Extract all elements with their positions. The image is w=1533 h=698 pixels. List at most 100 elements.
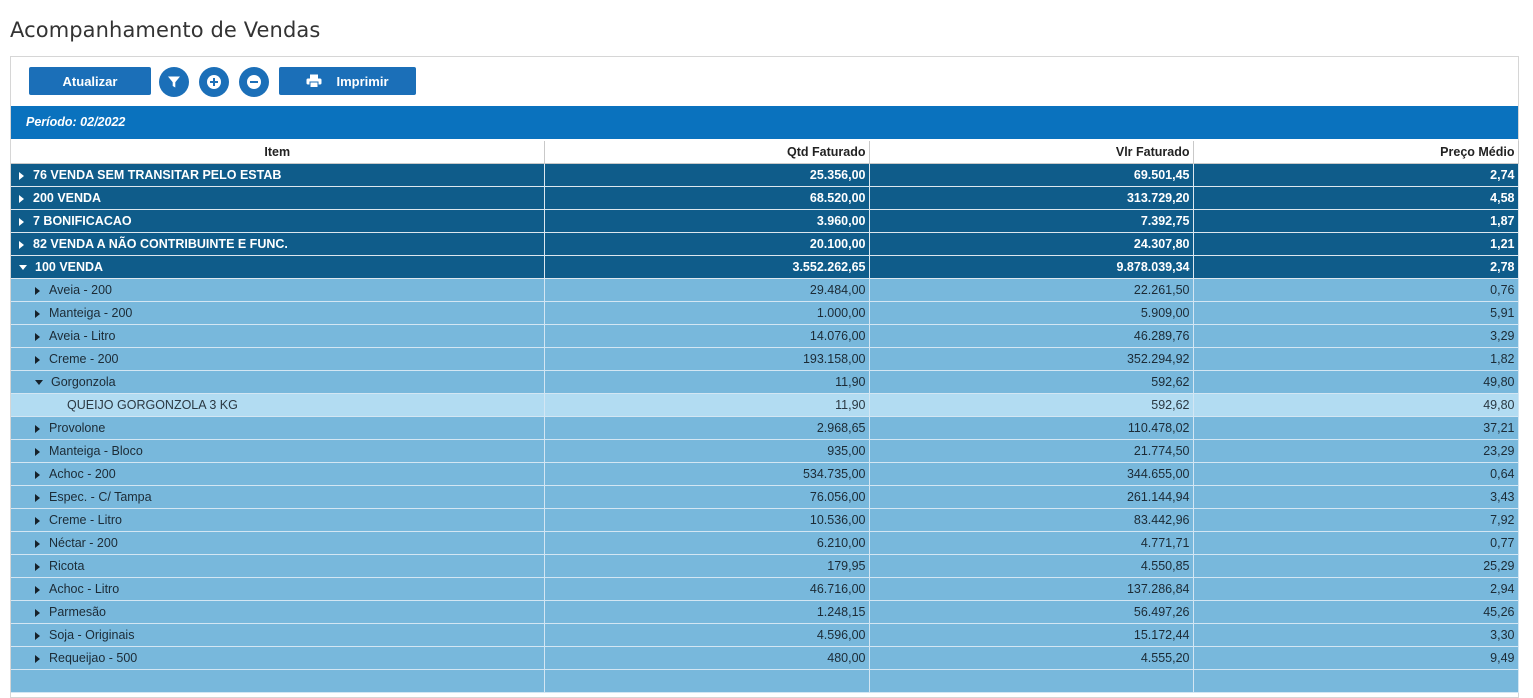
qtd-faturado-cell: 193.158,00: [544, 347, 870, 371]
print-button[interactable]: Imprimir: [279, 67, 416, 95]
preco-medio-cell: 25,29: [1193, 554, 1519, 578]
vlr-faturado-cell: 24.307,80: [869, 232, 1194, 256]
caret-right-icon[interactable]: [35, 516, 40, 525]
caret-right-icon[interactable]: [35, 355, 40, 364]
table-row[interactable]: Aveia - 200 29.484,00 22.261,50 0,76: [11, 278, 1519, 302]
page-title: Acompanhamento de Vendas: [10, 18, 321, 43]
item-label: Ricota: [49, 559, 85, 573]
item-label: 200 VENDA: [33, 191, 102, 205]
caret-right-icon[interactable]: [35, 470, 40, 479]
qtd-faturado-cell: 179,95: [544, 554, 870, 578]
item-cell: Soja - Originais: [11, 623, 545, 647]
vlr-faturado-cell: 110.478,02: [869, 416, 1194, 440]
qtd-faturado-cell: 1.000,00: [544, 301, 870, 325]
table-row[interactable]: Espec. - C/ Tampa 76.056,00 261.144,94 3,43: [11, 485, 1519, 509]
item-cell: [11, 669, 545, 693]
table-row[interactable]: [11, 669, 1519, 693]
preco-medio-cell: 3,29: [1193, 324, 1519, 348]
table-row[interactable]: Manteiga - Bloco 935,00 21.774,50 23,29: [11, 439, 1519, 463]
caret-right-icon[interactable]: [35, 631, 40, 640]
caret-down-icon[interactable]: [35, 380, 43, 386]
table-row[interactable]: Ricota 179,95 4.550,85 25,29: [11, 554, 1519, 578]
period-label: Período: 02/2022: [11, 106, 1518, 139]
item-cell: 82 VENDA A NÃO CONTRIBUINTE E FUNC.: [11, 232, 545, 256]
column-header-vlr-faturado[interactable]: Vlr Faturado: [869, 141, 1194, 164]
preco-medio-cell: 49,80: [1193, 393, 1519, 417]
item-cell: Manteiga - 200: [11, 301, 545, 325]
item-cell: 200 VENDA: [11, 186, 545, 210]
table-row[interactable]: 100 VENDA 3.552.262,65 9.878.039,34 2,78: [11, 255, 1519, 279]
table-row[interactable]: Requeijao - 500 480,00 4.555,20 9,49: [11, 646, 1519, 670]
column-header-item[interactable]: Item: [11, 141, 545, 164]
collapse-all-button[interactable]: [239, 67, 269, 97]
item-label: Néctar - 200: [49, 536, 118, 550]
caret-right-icon[interactable]: [35, 424, 40, 433]
item-cell: Requeijao - 500: [11, 646, 545, 670]
preco-medio-cell: 49,80: [1193, 370, 1519, 394]
preco-medio-cell: 45,26: [1193, 600, 1519, 624]
item-cell: Ricota: [11, 554, 545, 578]
qtd-faturado-cell: 14.076,00: [544, 324, 870, 348]
column-header-qtd-faturado[interactable]: Qtd Faturado: [544, 141, 870, 164]
table-row[interactable]: Aveia - Litro 14.076,00 46.289,76 3,29: [11, 324, 1519, 348]
refresh-button[interactable]: Atualizar: [29, 67, 151, 95]
item-cell: 76 VENDA SEM TRANSITAR PELO ESTAB: [11, 163, 545, 187]
item-label: Provolone: [49, 421, 106, 435]
item-label: Soja - Originais: [49, 628, 135, 642]
qtd-faturado-cell: 2.968,65: [544, 416, 870, 440]
caret-right-icon[interactable]: [35, 654, 40, 663]
caret-right-icon[interactable]: [19, 240, 24, 249]
table-row[interactable]: Creme - Litro 10.536,00 83.442,96 7,92: [11, 508, 1519, 532]
table-row[interactable]: Achoc - Litro 46.716,00 137.286,84 2,94: [11, 577, 1519, 601]
table-row[interactable]: Gorgonzola 11,90 592,62 49,80: [11, 370, 1519, 394]
filter-button[interactable]: [159, 67, 189, 97]
caret-right-icon[interactable]: [35, 332, 40, 341]
caret-right-icon[interactable]: [19, 194, 24, 203]
table-row[interactable]: Achoc - 200 534.735,00 344.655,00 0,64: [11, 462, 1519, 486]
vlr-faturado-cell: 83.442,96: [869, 508, 1194, 532]
caret-right-icon[interactable]: [35, 493, 40, 502]
caret-right-icon[interactable]: [19, 171, 24, 180]
table-row[interactable]: Manteiga - 200 1.000,00 5.909,00 5,91: [11, 301, 1519, 325]
preco-medio-cell: 2,78: [1193, 255, 1519, 279]
caret-right-icon[interactable]: [35, 562, 40, 571]
table-row[interactable]: 82 VENDA A NÃO CONTRIBUINTE E FUNC. 20.10…: [11, 232, 1519, 256]
table-row[interactable]: Provolone 2.968,65 110.478,02 37,21: [11, 416, 1519, 440]
column-header-preco-medio[interactable]: Preço Médio: [1193, 141, 1519, 164]
preco-medio-cell: 1,21: [1193, 232, 1519, 256]
table-row[interactable]: Néctar - 200 6.210,00 4.771,71 0,77: [11, 531, 1519, 555]
qtd-faturado-cell: 11,90: [544, 370, 870, 394]
caret-right-icon[interactable]: [35, 286, 40, 295]
expand-all-button[interactable]: [199, 67, 229, 97]
preco-medio-cell: 0,76: [1193, 278, 1519, 302]
item-cell: Espec. - C/ Tampa: [11, 485, 545, 509]
vlr-faturado-cell: 313.729,20: [869, 186, 1194, 210]
table-row[interactable]: 7 BONIFICACAO 3.960,00 7.392,75 1,87: [11, 209, 1519, 233]
caret-right-icon[interactable]: [35, 539, 40, 548]
qtd-faturado-cell: 25.356,00: [544, 163, 870, 187]
caret-down-icon[interactable]: [19, 265, 27, 271]
table-row[interactable]: Parmesão 1.248,15 56.497,26 45,26: [11, 600, 1519, 624]
table-row[interactable]: QUEIJO GORGONZOLA 3 KG 11,90 592,62 49,80: [11, 393, 1519, 417]
item-cell: Creme - Litro: [11, 508, 545, 532]
table-row[interactable]: 200 VENDA 68.520,00 313.729,20 4,58: [11, 186, 1519, 210]
item-cell: Aveia - Litro: [11, 324, 545, 348]
table-row[interactable]: Soja - Originais 4.596,00 15.172,44 3,30: [11, 623, 1519, 647]
caret-right-icon[interactable]: [35, 309, 40, 318]
preco-medio-cell: 0,64: [1193, 462, 1519, 486]
item-cell: Manteiga - Bloco: [11, 439, 545, 463]
item-label: Parmesão: [49, 605, 106, 619]
qtd-faturado-cell: 534.735,00: [544, 462, 870, 486]
caret-right-icon[interactable]: [35, 447, 40, 456]
table-header-row: Item Qtd Faturado Vlr Faturado Preço Méd…: [11, 141, 1519, 164]
caret-right-icon[interactable]: [35, 608, 40, 617]
qtd-faturado-cell: 11,90: [544, 393, 870, 417]
preco-medio-cell: 3,43: [1193, 485, 1519, 509]
caret-right-icon[interactable]: [35, 585, 40, 594]
table-row[interactable]: Creme - 200 193.158,00 352.294,92 1,82: [11, 347, 1519, 371]
preco-medio-cell: 1,82: [1193, 347, 1519, 371]
print-button-label: Imprimir: [336, 73, 389, 89]
caret-right-icon[interactable]: [19, 217, 24, 226]
table-row[interactable]: 76 VENDA SEM TRANSITAR PELO ESTAB 25.356,…: [11, 163, 1519, 187]
item-label: Manteiga - 200: [49, 306, 133, 320]
